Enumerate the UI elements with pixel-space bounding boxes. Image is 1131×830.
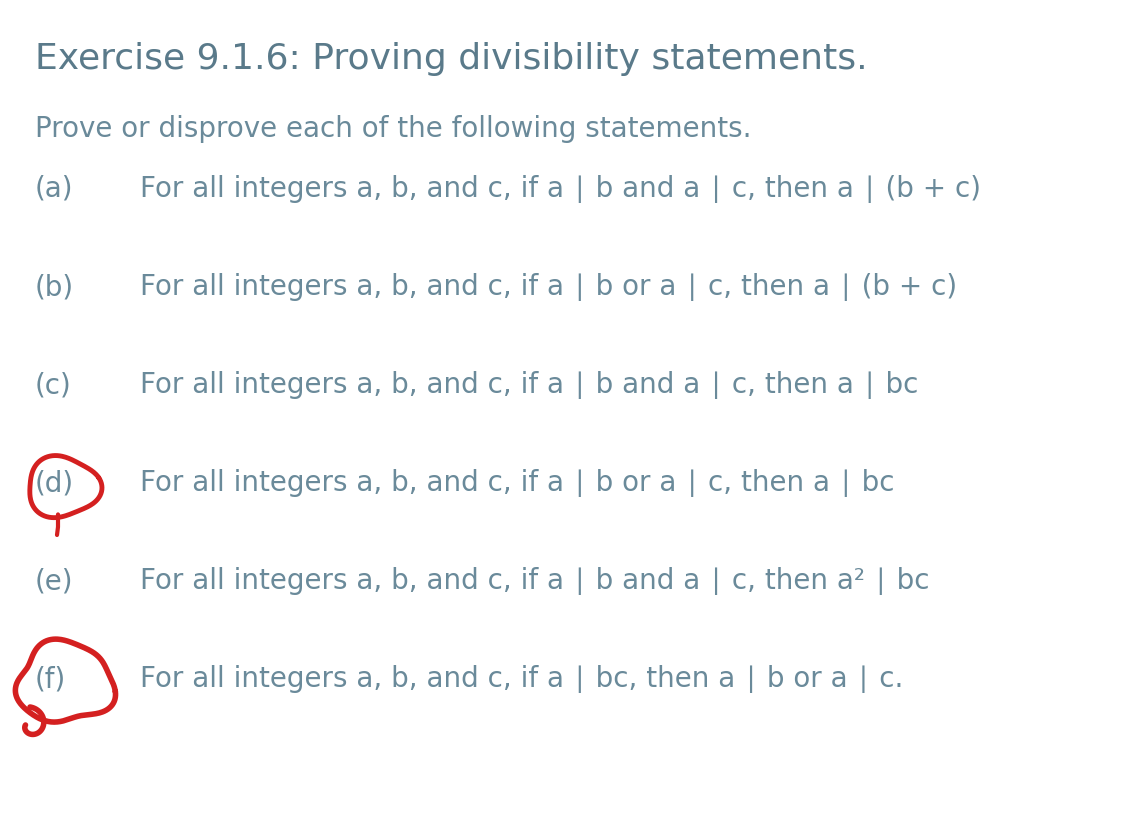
Text: (a): (a) bbox=[35, 175, 74, 203]
Text: (d): (d) bbox=[35, 469, 75, 497]
Text: (e): (e) bbox=[35, 567, 74, 595]
Text: Exercise 9.1.6: Proving divisibility statements.: Exercise 9.1.6: Proving divisibility sta… bbox=[35, 42, 867, 76]
Text: (f): (f) bbox=[35, 665, 67, 693]
Text: For all integers a, b, and c, if a ∣ bc, then a ∣ b or a ∣ c.: For all integers a, b, and c, if a ∣ bc,… bbox=[140, 665, 904, 693]
Text: For all integers a, b, and c, if a ∣ b or a ∣ c, then a ∣ bc: For all integers a, b, and c, if a ∣ b o… bbox=[140, 469, 895, 497]
Text: For all integers a, b, and c, if a ∣ b or a ∣ c, then a ∣ (b + c): For all integers a, b, and c, if a ∣ b o… bbox=[140, 273, 957, 301]
Text: (c): (c) bbox=[35, 371, 71, 399]
Text: For all integers a, b, and c, if a ∣ b and a ∣ c, then a² ∣ bc: For all integers a, b, and c, if a ∣ b a… bbox=[140, 567, 930, 595]
Text: For all integers a, b, and c, if a ∣ b and a ∣ c, then a ∣ bc: For all integers a, b, and c, if a ∣ b a… bbox=[140, 371, 918, 399]
Text: (b): (b) bbox=[35, 273, 75, 301]
Text: Prove or disprove each of the following statements.: Prove or disprove each of the following … bbox=[35, 115, 751, 143]
Text: For all integers a, b, and c, if a ∣ b and a ∣ c, then a ∣ (b + c): For all integers a, b, and c, if a ∣ b a… bbox=[140, 175, 981, 203]
